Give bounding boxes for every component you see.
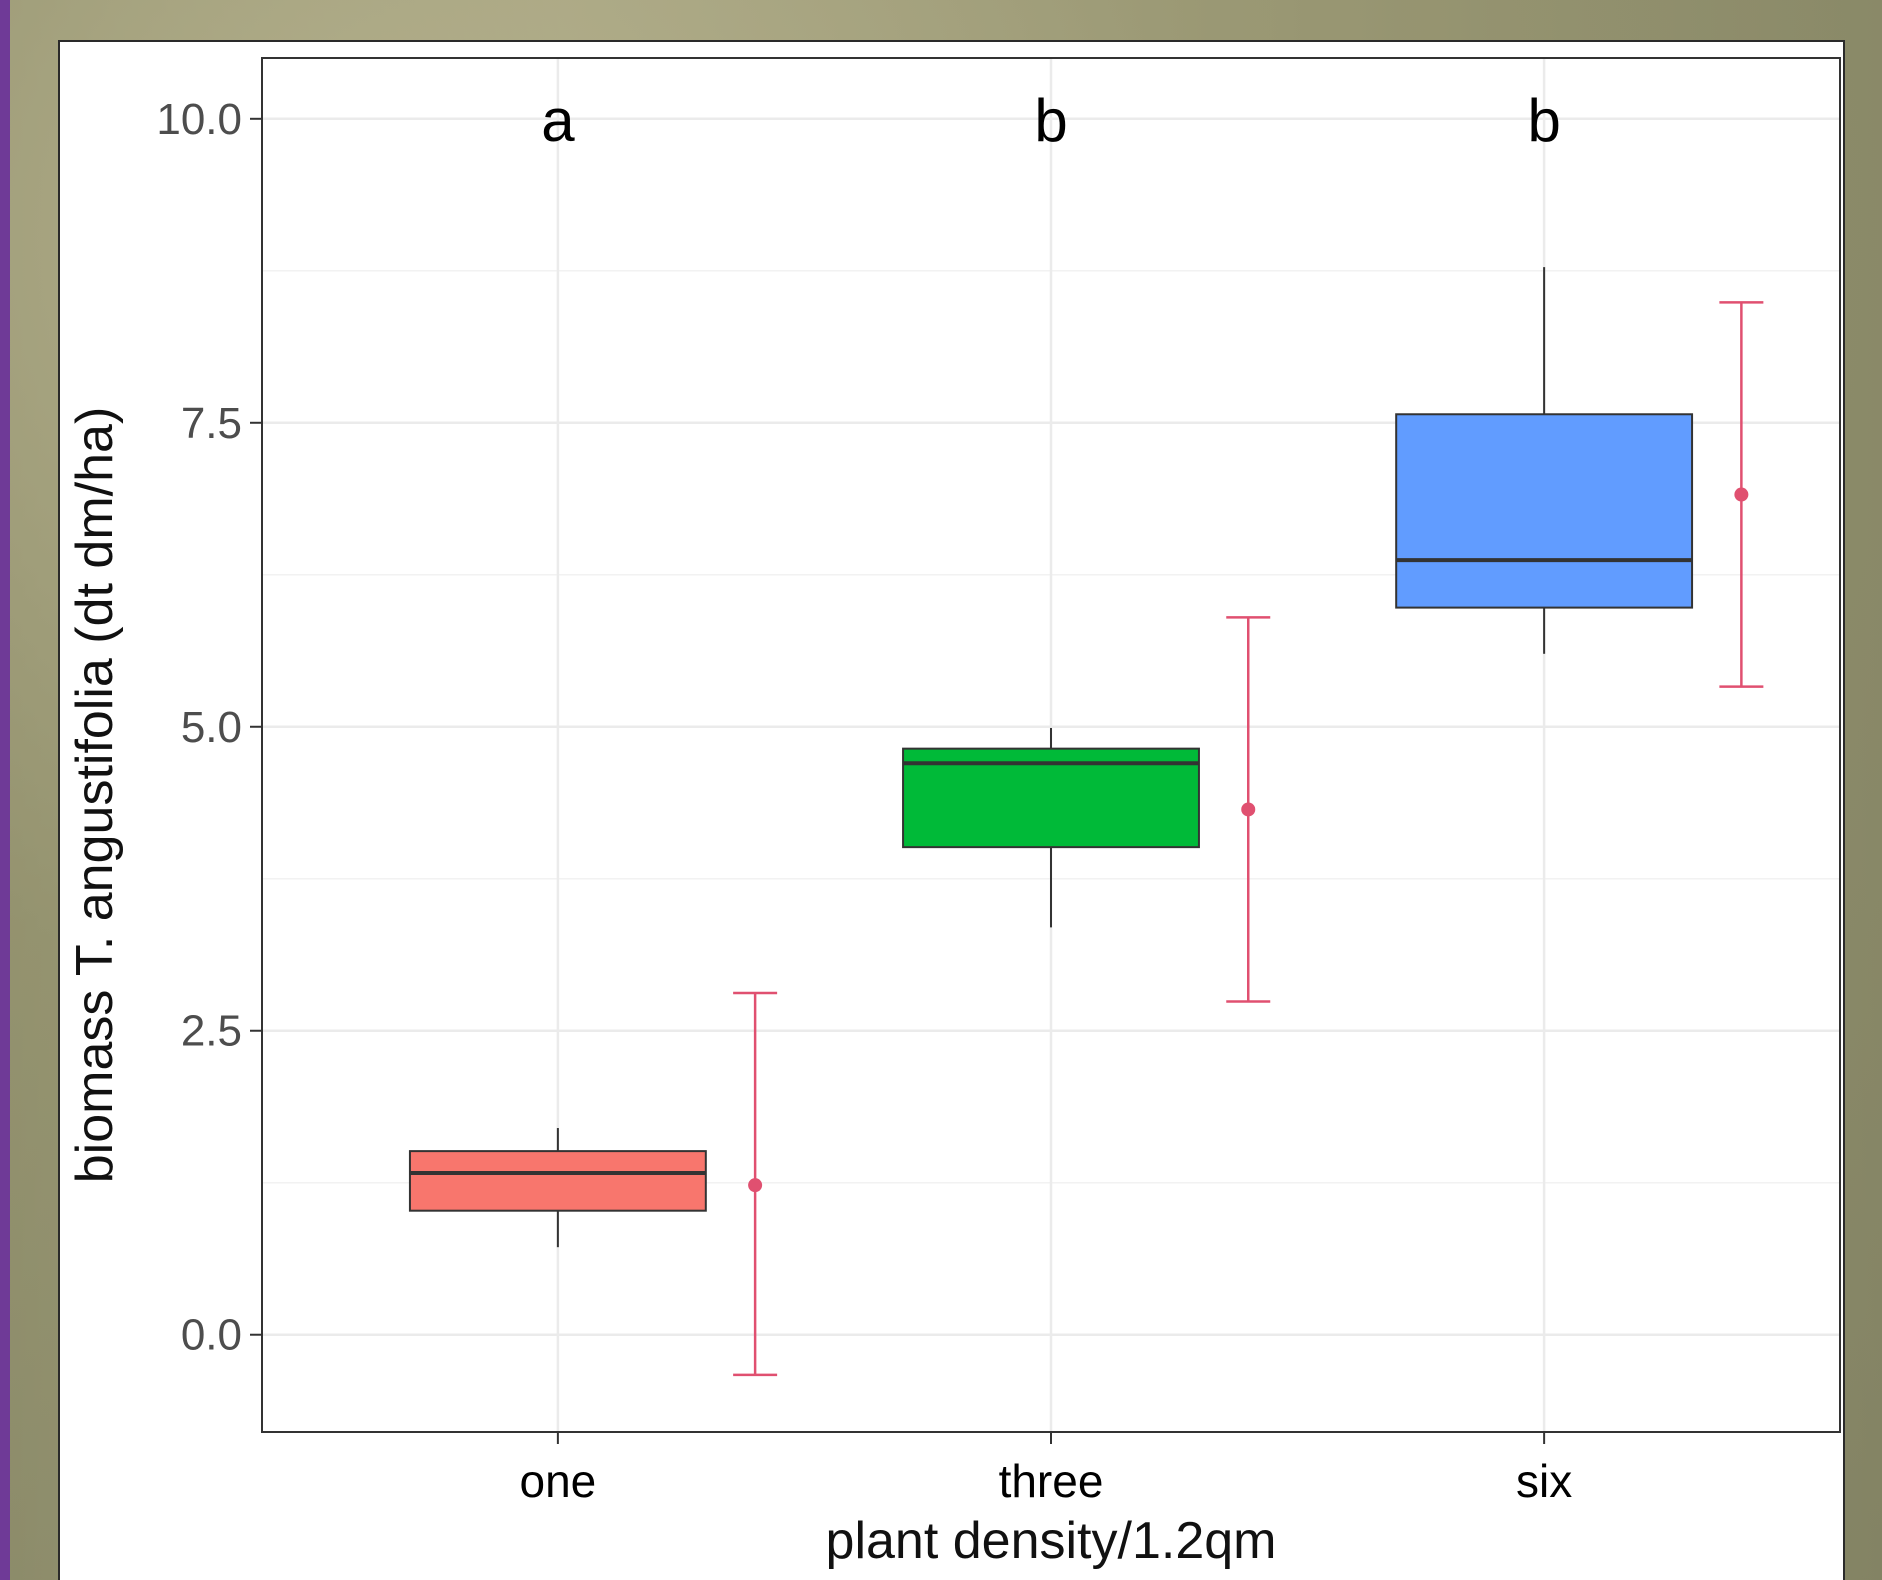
y-tick-label: 7.5 bbox=[181, 399, 242, 448]
box-one bbox=[408, 1150, 707, 1212]
y-tick-label: 10.0 bbox=[156, 95, 242, 144]
x-axis-title: plant density/1.2qm bbox=[826, 1512, 1277, 1570]
mean-point-three bbox=[1241, 802, 1256, 817]
y-tick-label: 0.0 bbox=[181, 1311, 242, 1360]
box-six bbox=[1395, 413, 1694, 609]
x-tick-label-three: three bbox=[999, 1455, 1104, 1507]
y-axis-title: biomass T. angustifolia (dt dm/ha) bbox=[66, 407, 124, 1184]
left-accent-bar bbox=[0, 0, 10, 1580]
mean-point-one bbox=[748, 1178, 763, 1193]
axis-labels: 0.0 2.5 5.0 7.5 10.0 one three six bbox=[156, 95, 1572, 1507]
x-tick-label-six: six bbox=[1516, 1455, 1572, 1507]
group-letter-six: b bbox=[1527, 87, 1560, 154]
x-tick-label-one: one bbox=[520, 1455, 597, 1507]
mean-point-six bbox=[1734, 487, 1749, 502]
y-tick-label: 5.0 bbox=[181, 703, 242, 752]
y-tick-label: 2.5 bbox=[181, 1007, 242, 1056]
group-letter-three: b bbox=[1034, 87, 1067, 154]
group-letter-one: a bbox=[541, 87, 575, 154]
grid-lines bbox=[262, 58, 1840, 1432]
